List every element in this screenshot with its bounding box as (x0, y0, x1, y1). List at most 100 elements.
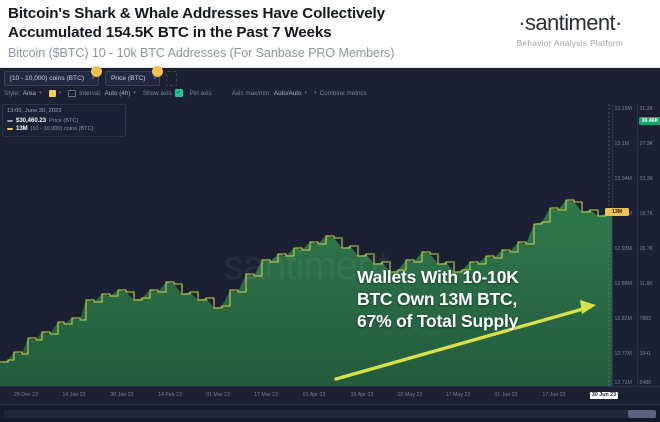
price-y-axis[interactable]: 31.2K 27.3K 23.3K 19.7K 15.7K 11.8K 7883… (637, 104, 660, 386)
price-tick-8: 5480 (639, 380, 652, 386)
option-interval[interactable]: Interval: Auto (4h) ▾ (68, 89, 136, 97)
x-tick-10: 01 Jun 23 (494, 392, 518, 398)
page-title-line-2: Accumulated 154.5K BTC in the Past 7 Wee… (8, 23, 332, 41)
chart-legend-tooltip: 13:00, June 30, 2023 $30,460.23 Price (B… (2, 104, 126, 137)
price-tick-5: 11.8K (639, 281, 653, 287)
chart-options-row: Style: Area ▾ ▾ Interval: Auto (4h) ▾ Sh… (4, 89, 367, 97)
legend-value: $30,460.23 (16, 118, 47, 124)
annotation-line-3: 67% of Total Supply (357, 311, 519, 331)
range-thumb[interactable] (628, 410, 656, 418)
supply-distribution-series (0, 199, 612, 363)
chevron-down-icon[interactable]: ▾ (58, 90, 62, 96)
calendar-icon (68, 89, 77, 97)
legend-name: Price (BTC) (49, 118, 79, 124)
x-tick-1: 14 Jan 23 (62, 392, 86, 398)
chart-toolbar: [10 - 10,000) coins (BTC) × Price (BTC) … (0, 66, 660, 104)
chart-svg (0, 104, 612, 386)
metric-tick-8: 12.71M (614, 380, 632, 386)
annotation-line-1: Wallets With 10-10K (357, 267, 519, 287)
option-axis-maxmin[interactable]: Axis max/min: Auto/Auto ▾ (232, 90, 307, 97)
metric-chip-row: [10 - 10,000) coins (BTC) × Price (BTC) … (4, 66, 178, 86)
page-subtitle: Bitcoin ($BTC) 10 - 10k BTC Addresses (F… (8, 46, 395, 60)
option-combine-metrics[interactable]: ▾ Combine metrics (314, 90, 367, 97)
option-show-axis-label: Show axis (142, 89, 172, 97)
add-metric-button[interactable] (166, 71, 178, 86)
header-text-block: Bitcoin's Shark & Whale Addresses Have C… (8, 5, 488, 61)
metric-tick-6: 12.82M (614, 316, 632, 322)
x-tick-11: 17 Jun 23 (542, 392, 566, 398)
x-tick-2: 30 Jan 23 (110, 392, 134, 398)
option-show-axis[interactable]: Show axis ✓ (143, 89, 183, 97)
price-tick-3: 19.7K (639, 211, 654, 217)
option-color[interactable]: ▾ (48, 89, 62, 97)
metric-tick-1: 13.1M (614, 141, 629, 147)
page-header: Bitcoin's Shark & Whale Addresses Have C… (0, 0, 660, 68)
price-tick-6: 7883 (639, 316, 652, 322)
chart-annotation-text: Wallets With 10-10K BTC Own 13M BTC, 67%… (357, 266, 519, 332)
x-tick-current: 30 Jun 23 (589, 391, 619, 399)
x-tick-9: 17 May 23 (445, 392, 471, 398)
option-style-label: Style: (4, 89, 20, 97)
x-tick-5: 17 Mar 23 (254, 392, 278, 398)
option-pin-axis-label: Pin axis (189, 89, 212, 97)
x-tick-0: 29 Dec 22 (13, 392, 39, 398)
chevron-down-icon[interactable]: ▾ (133, 90, 136, 96)
x-tick-7: 16 Apr 23 (350, 392, 374, 398)
checkbox-checked-icon[interactable]: ✓ (174, 89, 183, 97)
chevron-down-icon[interactable]: ▾ (304, 90, 308, 96)
metric-y-axis[interactable]: 13.15M 13.1M 13.04M 12.98M 12.93M 12.88M… (605, 104, 637, 386)
chevron-down-icon[interactable]: ▾ (314, 90, 317, 96)
x-tick-8: 02 May 23 (397, 392, 423, 398)
chart-range-scrollbar[interactable] (0, 404, 660, 422)
price-tick-2: 23.3K (639, 176, 654, 182)
metric-tick-4: 12.93M (614, 246, 632, 252)
legend-row-supply: 13M [10 - 10,000) coins (BTC) (7, 126, 121, 132)
price-tick-0: 31.2K (639, 106, 654, 112)
legend-value: 13M (16, 126, 28, 132)
color-swatch-icon[interactable] (48, 89, 56, 97)
x-tick-6: 01 Apr 23 (302, 392, 326, 398)
option-style-value: Area (22, 89, 37, 97)
price-tick-1: 27.3K (639, 141, 654, 147)
x-axis[interactable]: 29 Dec 22 14 Jan 23 30 Jan 23 14 Feb 23 … (0, 386, 660, 404)
price-current-badge: 30.46K (639, 117, 660, 125)
option-style[interactable]: Style: Area ▾ (4, 90, 42, 97)
close-icon[interactable]: × (152, 75, 157, 82)
chart-plot-area[interactable]: santiment 13:00, June 30, 2023 $30,460.2… (0, 104, 612, 386)
color-dot-icon (152, 66, 164, 77)
metric-current-badge: 13M (605, 208, 629, 216)
price-area-series (0, 200, 612, 386)
legend-color-dash-icon (7, 120, 13, 122)
annotation-line-2: BTC Own 13M BTC, (357, 289, 518, 309)
x-tick-3: 14 Feb 23 (158, 392, 182, 398)
metric-chip-price[interactable]: Price (BTC) × (105, 66, 164, 86)
chart-app: [10 - 10,000) coins (BTC) × Price (BTC) … (0, 66, 660, 422)
price-tick-4: 15.7K (639, 246, 654, 252)
x-tick-4: 01 Mar 23 (206, 392, 230, 398)
price-tick-7: 3941 (639, 351, 652, 357)
option-combine-metrics-label: Combine metrics (319, 89, 367, 97)
brand-block: ·santiment· Behavior Analysis Platform (490, 10, 650, 48)
metric-tick-0: 13.15M (614, 106, 632, 112)
santiment-logo: ·santiment· (518, 10, 622, 35)
metric-tick-5: 12.88M (614, 281, 632, 287)
metric-tick-7: 12.77M (614, 351, 632, 357)
chart-container: santiment 13:00, June 30, 2023 $30,460.2… (0, 104, 660, 404)
close-icon[interactable]: × (91, 75, 96, 82)
metric-chip-supply-distribution[interactable]: [10 - 10,000) coins (BTC) × (4, 66, 103, 86)
option-axis-maxmin-label: Axis max/min: (231, 89, 271, 97)
option-pin-axis[interactable]: Pin axis (190, 90, 212, 97)
option-interval-label: Interval: (79, 89, 102, 97)
option-interval-value: Auto (4h) (104, 89, 131, 97)
range-track[interactable] (4, 410, 656, 418)
metric-chip-label: [10 - 10,000) coins (BTC) (10, 75, 85, 82)
option-axis-maxmin-value: Auto/Auto (273, 89, 302, 97)
trend-arrow-annotation (334, 300, 596, 381)
metric-chip-label: Price (BTC) (111, 75, 146, 82)
page-title-line-1: Bitcoin's Shark & Whale Addresses Have C… (8, 5, 385, 22)
page-title: Bitcoin's Shark & Whale Addresses Have C… (8, 5, 488, 42)
chevron-down-icon[interactable]: ▾ (39, 90, 42, 96)
legend-row-price: $30,460.23 Price (BTC) (7, 118, 121, 124)
brand-tagline: Behavior Analysis Platform (516, 39, 624, 48)
